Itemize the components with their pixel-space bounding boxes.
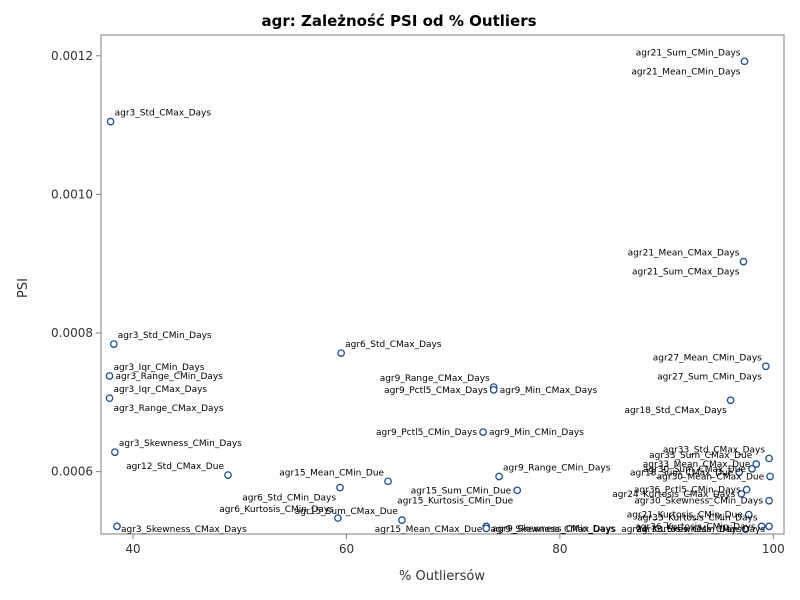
point-label: agr15_Mean_CMin_Due <box>279 468 384 478</box>
point-label: agr6_Kurtosis_CMin_Days <box>219 505 334 515</box>
point-label: agr21_Mean_CMax_Days <box>628 249 740 259</box>
point-label: agr27_Sum_CMin_Days <box>657 372 762 382</box>
point-label: agr15_Kurtosis_CMin_Due <box>397 496 514 506</box>
point-label: agr9_Range_CMin_Days <box>503 463 611 473</box>
point-label: agr9_Min_CMax_Days <box>500 386 598 396</box>
data-point <box>742 485 751 494</box>
point-label: agr21_Sum_CMin_Days <box>636 48 741 58</box>
point-label: agr9_Skewness_CMax_Days <box>490 525 616 535</box>
data-point <box>337 349 345 357</box>
data-point <box>744 510 753 519</box>
point-label: agr21_Mean_CMin_Days <box>631 67 740 77</box>
point-label: agr9_Range_CMax_Days <box>380 374 490 384</box>
y-tick-label: 0.0012 <box>51 49 93 63</box>
data-point <box>489 385 498 394</box>
point-label: agr33_Skewness_CMin_Days <box>636 525 765 535</box>
y-tick-label: 0.0006 <box>51 465 93 479</box>
point-label: agr24_Kurtosis_CMin_Days <box>621 525 742 535</box>
point-label: agr36_Pctl5_CMin_Days <box>634 486 741 496</box>
data-point <box>398 516 406 524</box>
point-label: agr21_Sum_CMax_Days <box>632 268 740 278</box>
plot-frame <box>100 34 785 535</box>
point-label: agr24_Kurtosis_CMax_Days <box>612 490 735 500</box>
y-axis-title: PSI <box>16 278 31 298</box>
point-labels: agr21_Sum_CMin_Days agr21_Mean_CMin_Daysa… <box>114 48 766 535</box>
data-point <box>740 57 749 66</box>
data-point <box>482 524 491 533</box>
point-label: agr33_Kurtosis_CMin_Days <box>637 513 758 523</box>
point-label: agr33_Std_CMax_Days <box>663 445 765 455</box>
y-tick-label: 0.0008 <box>51 326 93 340</box>
point-label: agr3_Iqr_CMin_Days <box>114 363 205 373</box>
point-label: agr15_Mean_CMax_Due <box>375 525 483 535</box>
data-point <box>735 468 744 477</box>
point-label: agr3_Skewness_CMin_Days <box>119 439 242 449</box>
data-point <box>739 257 748 266</box>
x-tick-label: 60 <box>339 542 354 556</box>
data-point <box>737 489 746 498</box>
data-point <box>741 525 750 533</box>
point-label: agr3_Range_CMin_Days <box>116 372 224 382</box>
point-label: agr3_Range_CMax_Days <box>114 404 224 414</box>
y-tick-label: 0.0010 <box>51 187 93 201</box>
point-label: agr30_Mean_CMax_Due <box>657 472 765 482</box>
x-tick-label: 40 <box>125 542 140 556</box>
point-label: agr9_Pctl5_CMax_Days <box>384 386 488 396</box>
point-label: agr27_Mean_CMin_Days <box>653 353 762 363</box>
point-label: agr18_Std_CMax_Days <box>624 406 726 416</box>
data-point <box>726 396 735 405</box>
data-point <box>113 522 121 531</box>
data-point <box>766 472 774 481</box>
data-point <box>105 372 114 380</box>
point-label: agr6_Std_CMin_Days <box>242 494 336 504</box>
data-point <box>757 522 766 531</box>
point-label: agr30_Skewness_CMin_Days <box>634 497 763 507</box>
point-label: agr21_Kurtosis_CMin_Due <box>627 511 744 521</box>
x-tick-label: 100 <box>762 542 785 556</box>
data-point <box>111 448 119 457</box>
data-point <box>479 428 487 436</box>
data-point <box>336 483 344 492</box>
data-point <box>224 471 232 479</box>
y-axis: 0.0006 0.0008 0.0010 0.0012 <box>51 49 101 479</box>
data-point <box>106 117 115 126</box>
x-axis-title: % Outliersów <box>399 569 485 584</box>
data-point <box>765 496 773 505</box>
point-label: agr3_Std_CMin_Days <box>118 331 212 341</box>
data-point <box>748 465 756 473</box>
point-label: agr33_Mean_CMax_Due <box>643 460 751 470</box>
data-point <box>334 514 342 522</box>
chart-title: agr: Zależność PSI od % Outliers <box>261 12 536 30</box>
data-point <box>752 460 761 468</box>
point-label: agr3_Skewness_CMax_Days <box>121 525 247 535</box>
point-label: agr3_Iqr_CMax_Days <box>114 385 208 395</box>
x-tick-label: 80 <box>552 542 567 556</box>
x-axis: 40 60 80 100 <box>125 534 785 556</box>
data-points <box>105 57 774 533</box>
point-label: agr9_Min_CMin_Days <box>489 428 584 438</box>
point-label: agr12_Std_CMax_Due <box>126 462 224 472</box>
point-label: agr36_Kurtosis_CMin_Days <box>635 522 756 532</box>
data-point <box>513 486 522 495</box>
point-label: agr33_Sum_CMax_Due <box>649 451 753 461</box>
point-label: agr9_Skewness_CMin_Days <box>492 524 615 534</box>
data-point <box>105 394 114 403</box>
point-label: agr9_Pctl5_CMin_Days <box>376 428 477 438</box>
data-point <box>765 522 773 531</box>
point-label: agr15_Sum_CMin_Due <box>411 486 512 496</box>
point-label: agr3_Std_CMax_Days <box>115 109 212 119</box>
point-label: agr18_Sum_CMax_Due <box>630 468 734 478</box>
data-point <box>109 340 118 348</box>
data-point <box>384 477 392 486</box>
data-point <box>762 362 770 371</box>
data-point <box>765 454 773 463</box>
point-label: agr15_Sum_CMax_Due <box>295 507 399 517</box>
point-label: agr6_Std_CMax_Days <box>345 340 442 350</box>
data-point <box>495 472 503 481</box>
point-label: agr30_Sum_CMax_Due <box>643 465 747 475</box>
